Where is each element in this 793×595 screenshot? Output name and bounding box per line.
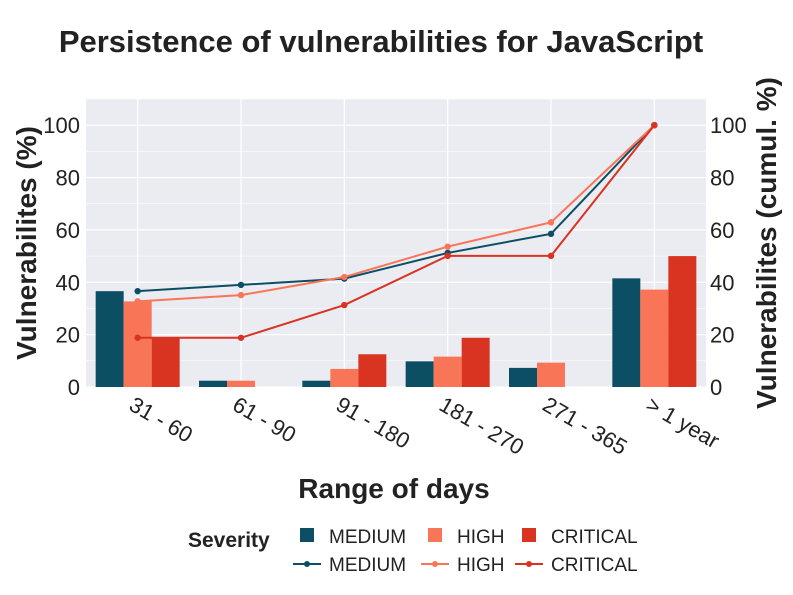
- bar-critical: [151, 337, 180, 387]
- legend-title: Severity: [188, 529, 270, 552]
- x-axis-title: Range of days: [298, 473, 489, 504]
- line-point-critical: [651, 121, 658, 129]
- line-point-high: [341, 273, 348, 281]
- line-point-critical: [444, 252, 451, 260]
- line-high: [137, 124, 656, 303]
- bar-medium: [199, 380, 227, 387]
- legend-label-line: MEDIUM: [329, 555, 406, 576]
- legend-label-bar: CRITICAL: [551, 527, 638, 548]
- y-tick-label-right: 20: [710, 323, 734, 348]
- bar-high: [537, 362, 565, 387]
- y-tick-label-left: 40: [56, 270, 80, 295]
- line-point-critical: [134, 334, 141, 341]
- bar-high: [330, 368, 359, 387]
- legend-swatch-bar-critical: [522, 528, 536, 542]
- bar-medium: [405, 361, 434, 387]
- line-point-medium: [237, 281, 245, 289]
- bar-high: [123, 301, 152, 387]
- y-tick-label-right: 80: [710, 166, 734, 191]
- line-point-high: [547, 219, 555, 226]
- y-axis-right-title: Vulnerabilites (cumul. %): [751, 77, 782, 409]
- line-point-critical: [547, 252, 555, 260]
- y-tick-label-left: 0: [68, 375, 80, 400]
- line-point-medium: [134, 287, 141, 295]
- bar-critical: [668, 256, 697, 387]
- bar-medium: [509, 367, 537, 387]
- bar-high: [227, 380, 255, 387]
- legend-label-bar: MEDIUM: [329, 527, 406, 548]
- bar-critical: [461, 337, 490, 387]
- y-tick-label-left: 80: [56, 166, 80, 191]
- line-critical: [137, 124, 656, 339]
- y-tick-label-left: 100: [43, 113, 80, 138]
- legend-swatch-bar-high: [428, 528, 442, 542]
- x-tick-label: 31 - 60: [125, 392, 197, 448]
- x-tick-label: > 1 year: [642, 392, 724, 454]
- y-axis-left-title: Vulnerabilites (%): [11, 126, 42, 360]
- bar-medium: [95, 291, 124, 387]
- legend-label-line: HIGH: [457, 555, 505, 576]
- bar-marks: [95, 256, 697, 387]
- plot-area: [86, 99, 706, 387]
- y-axis-right-ticks: 0 20 40 60 80 100: [710, 113, 747, 400]
- chart-title: Persistence of vulnerabilities for JavaS…: [59, 24, 703, 59]
- line-point-critical: [341, 301, 348, 309]
- y-axis-left-ticks: 0 20 40 60 80 100: [43, 113, 80, 400]
- line-point-high: [134, 298, 141, 305]
- y-tick-label-right: 100: [710, 113, 747, 138]
- line-medium: [137, 124, 656, 293]
- y-tick-label-left: 60: [56, 218, 80, 243]
- legend: Severity MEDIUM HIGH CRITICAL MEDIUM HIGH CRI…: [188, 527, 638, 576]
- y-tick-label-right: 60: [710, 218, 734, 243]
- y-tick-label-right: 40: [710, 270, 734, 295]
- line-point-critical: [237, 334, 245, 341]
- legend-swatch-point: [432, 561, 438, 567]
- line-point-medium: [547, 230, 555, 238]
- y-tick-label-left: 20: [56, 323, 80, 348]
- line-marks: [134, 121, 658, 341]
- legend-label-line: CRITICAL: [551, 555, 638, 576]
- bar-medium: [302, 380, 331, 387]
- y-tick-label-right: 0: [710, 375, 722, 400]
- grid: [86, 98, 706, 388]
- x-tick-label: 271 - 365: [539, 392, 632, 460]
- line-point-high: [237, 291, 245, 299]
- bar-medium: [612, 278, 641, 387]
- line-point-high: [444, 243, 451, 250]
- x-tick-label: 91 - 180: [332, 392, 414, 454]
- legend-swatch-bar-medium: [300, 528, 314, 542]
- x-axis-ticks: 31 - 60 61 - 90 91 - 180 181 - 270 271 - 365…: [125, 392, 724, 460]
- legend-swatch-point: [304, 561, 310, 567]
- bar-high: [640, 289, 669, 387]
- x-tick-label: 61 - 90: [229, 392, 301, 448]
- bar-critical: [358, 354, 387, 387]
- legend-label-bar: HIGH: [457, 527, 505, 548]
- legend-swatch-point: [526, 561, 532, 567]
- x-tick-label: 181 - 270: [435, 392, 528, 460]
- bar-high: [433, 356, 462, 387]
